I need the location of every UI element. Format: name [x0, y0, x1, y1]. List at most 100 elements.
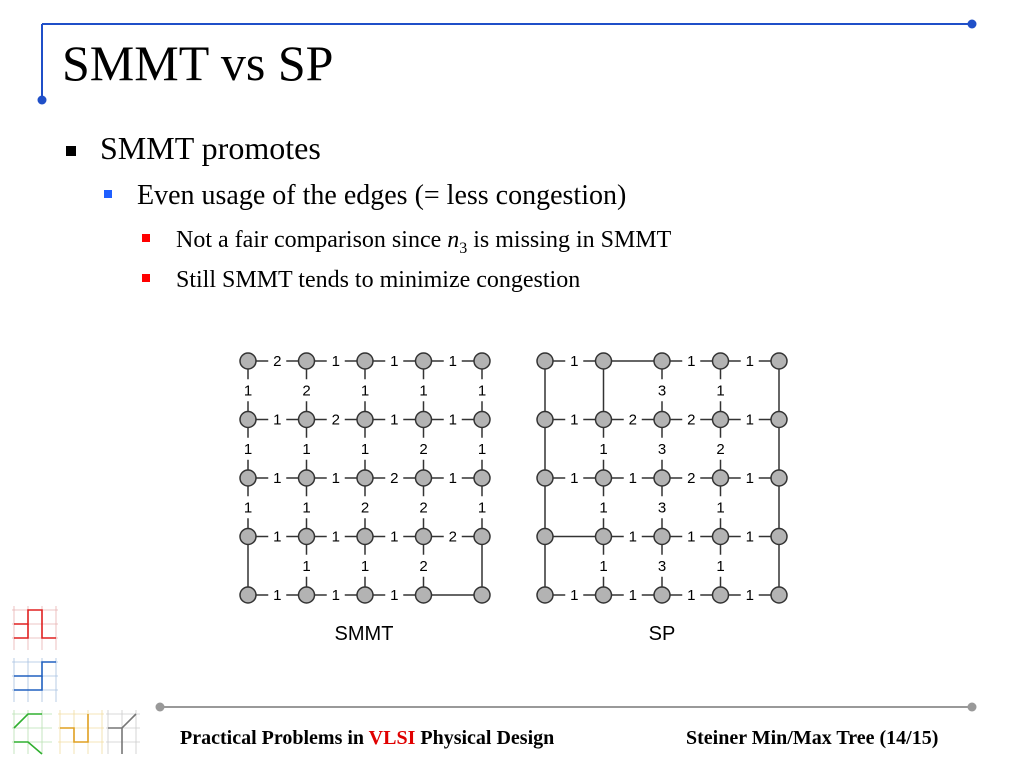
bullet-marker-level2: [104, 190, 112, 198]
grid-node: [473, 586, 491, 604]
bullet-marker-level3: [142, 274, 150, 282]
edge-label: 1: [599, 558, 607, 575]
grid-node: [653, 469, 671, 487]
edge-label: 1: [687, 529, 695, 546]
footer-course-title: Practical Problems in VLSI Physical Desi…: [180, 727, 555, 749]
grid-node: [239, 469, 257, 487]
edge-label: 1: [478, 499, 486, 516]
grid-node: [711, 586, 730, 604]
grid-node: [653, 527, 671, 546]
edge-label: 1: [629, 529, 637, 546]
grid-node: [711, 527, 730, 546]
grid-node: [473, 410, 491, 429]
edge-label: 1: [570, 412, 578, 429]
grid-node: [356, 469, 374, 487]
grid-node: [356, 586, 374, 604]
grid-node: [594, 410, 613, 429]
edge-label: 2: [716, 441, 724, 458]
edge-label: 2: [687, 470, 695, 487]
edge-label: 1: [629, 587, 637, 604]
grid-node: [653, 352, 671, 370]
edge-label: 1: [332, 470, 340, 487]
edge-label: 2: [361, 499, 369, 516]
grid-node: [297, 352, 316, 370]
grid-node: [239, 586, 257, 604]
grid-node: [536, 586, 554, 604]
grid-node: [594, 586, 613, 604]
edge-label: 1: [687, 353, 695, 370]
edge-label: 1: [570, 587, 578, 604]
bullet-level1: SMMT promotes: [100, 130, 321, 166]
grid-node: [297, 527, 316, 546]
edge-label: 3: [658, 382, 666, 399]
edge-label: 1: [746, 412, 754, 429]
edge-label: 1: [599, 499, 607, 516]
bullet-level2: Even usage of the edges (= less congesti…: [137, 180, 627, 211]
edge-label: 2: [302, 382, 310, 399]
grid-node: [770, 410, 788, 429]
edge-label: 1: [746, 587, 754, 604]
grid-node: [473, 527, 491, 546]
sp-caption: SP: [649, 623, 676, 645]
edge-label: 3: [658, 499, 666, 516]
edge-label: 3: [658, 441, 666, 458]
grid-diagrams: 2 1 1 1 1 2 1 1 1 1 2 1 1 1 1 2 1 1 1 1 2 1 1 1 1 1 1 2 1 1 1 2 2 1 1 1 2 1 1…: [239, 352, 788, 645]
edge-label: 1: [273, 470, 281, 487]
grid-node: [356, 527, 374, 546]
grid-node: [297, 586, 316, 604]
edge-label: 1: [716, 558, 724, 575]
edge-label: 1: [332, 353, 340, 370]
footer-slide-info: Steiner Min/Max Tree (14/15): [686, 727, 939, 749]
page-title: SMMT vs SP: [62, 35, 334, 91]
bullet-level3b: Still SMMT tends to minimize congestion: [176, 267, 581, 293]
edge-label: 1: [478, 382, 486, 399]
edge-label: 2: [449, 529, 457, 546]
edge-label: 1: [244, 382, 252, 399]
edge-label: 2: [629, 412, 637, 429]
edge-label: 2: [273, 353, 281, 370]
edge-label: 2: [332, 412, 340, 429]
grid-node: [770, 469, 788, 487]
edge-label: 1: [244, 499, 252, 516]
edge-label: 1: [390, 529, 398, 546]
edge-label: 1: [419, 382, 427, 399]
edge-label: 1: [302, 441, 310, 458]
grid-node: [297, 469, 316, 487]
edge-label: 1: [570, 353, 578, 370]
edge-label: 1: [449, 353, 457, 370]
edge-label: 1: [478, 441, 486, 458]
edge-label: 1: [361, 382, 369, 399]
smmt-grid: 2 1 1 1 1 2 1 1 1 1 2 1 1 1 1 2 1 1 1 1 2 1 1 1 1 1 1 2 1 1 1 2 2 1 1 1 2: [239, 352, 491, 604]
grid-node: [594, 527, 613, 546]
edge-label: 1: [746, 470, 754, 487]
sp-grid: 1 1 1 1 2 2 1 1 1 2 1 1 1 1 1 1 1 1 3 1 1 3 2 1 3 1 1 3 1: [536, 352, 788, 604]
grid-node: [770, 352, 788, 370]
edge-label: 1: [449, 470, 457, 487]
edge-label: 2: [419, 558, 427, 575]
edge-label: 1: [273, 587, 281, 604]
grid-node: [414, 410, 433, 429]
edge-label: 1: [570, 470, 578, 487]
edge-label: 1: [332, 587, 340, 604]
grid-node: [653, 410, 671, 429]
edge-label: 1: [302, 558, 310, 575]
edge-label: 1: [244, 441, 252, 458]
edge-label: 1: [746, 529, 754, 546]
grid-node: [297, 410, 316, 429]
grid-node: [239, 352, 257, 370]
edge-label: 1: [390, 353, 398, 370]
grid-node: [473, 352, 491, 370]
edge-label: 1: [716, 382, 724, 399]
grid-node: [594, 352, 613, 370]
edge-label: 2: [390, 470, 398, 487]
bullet-marker-level3: [142, 234, 150, 242]
grid-node: [536, 352, 554, 370]
grid-node: [711, 469, 730, 487]
bullet-marker-level1: [66, 146, 76, 156]
grid-node: [473, 469, 491, 487]
edge-label: 2: [687, 412, 695, 429]
edge-label: 1: [361, 441, 369, 458]
edge-label: 1: [390, 587, 398, 604]
grid-node: [356, 352, 374, 370]
edge-label: 3: [658, 558, 666, 575]
